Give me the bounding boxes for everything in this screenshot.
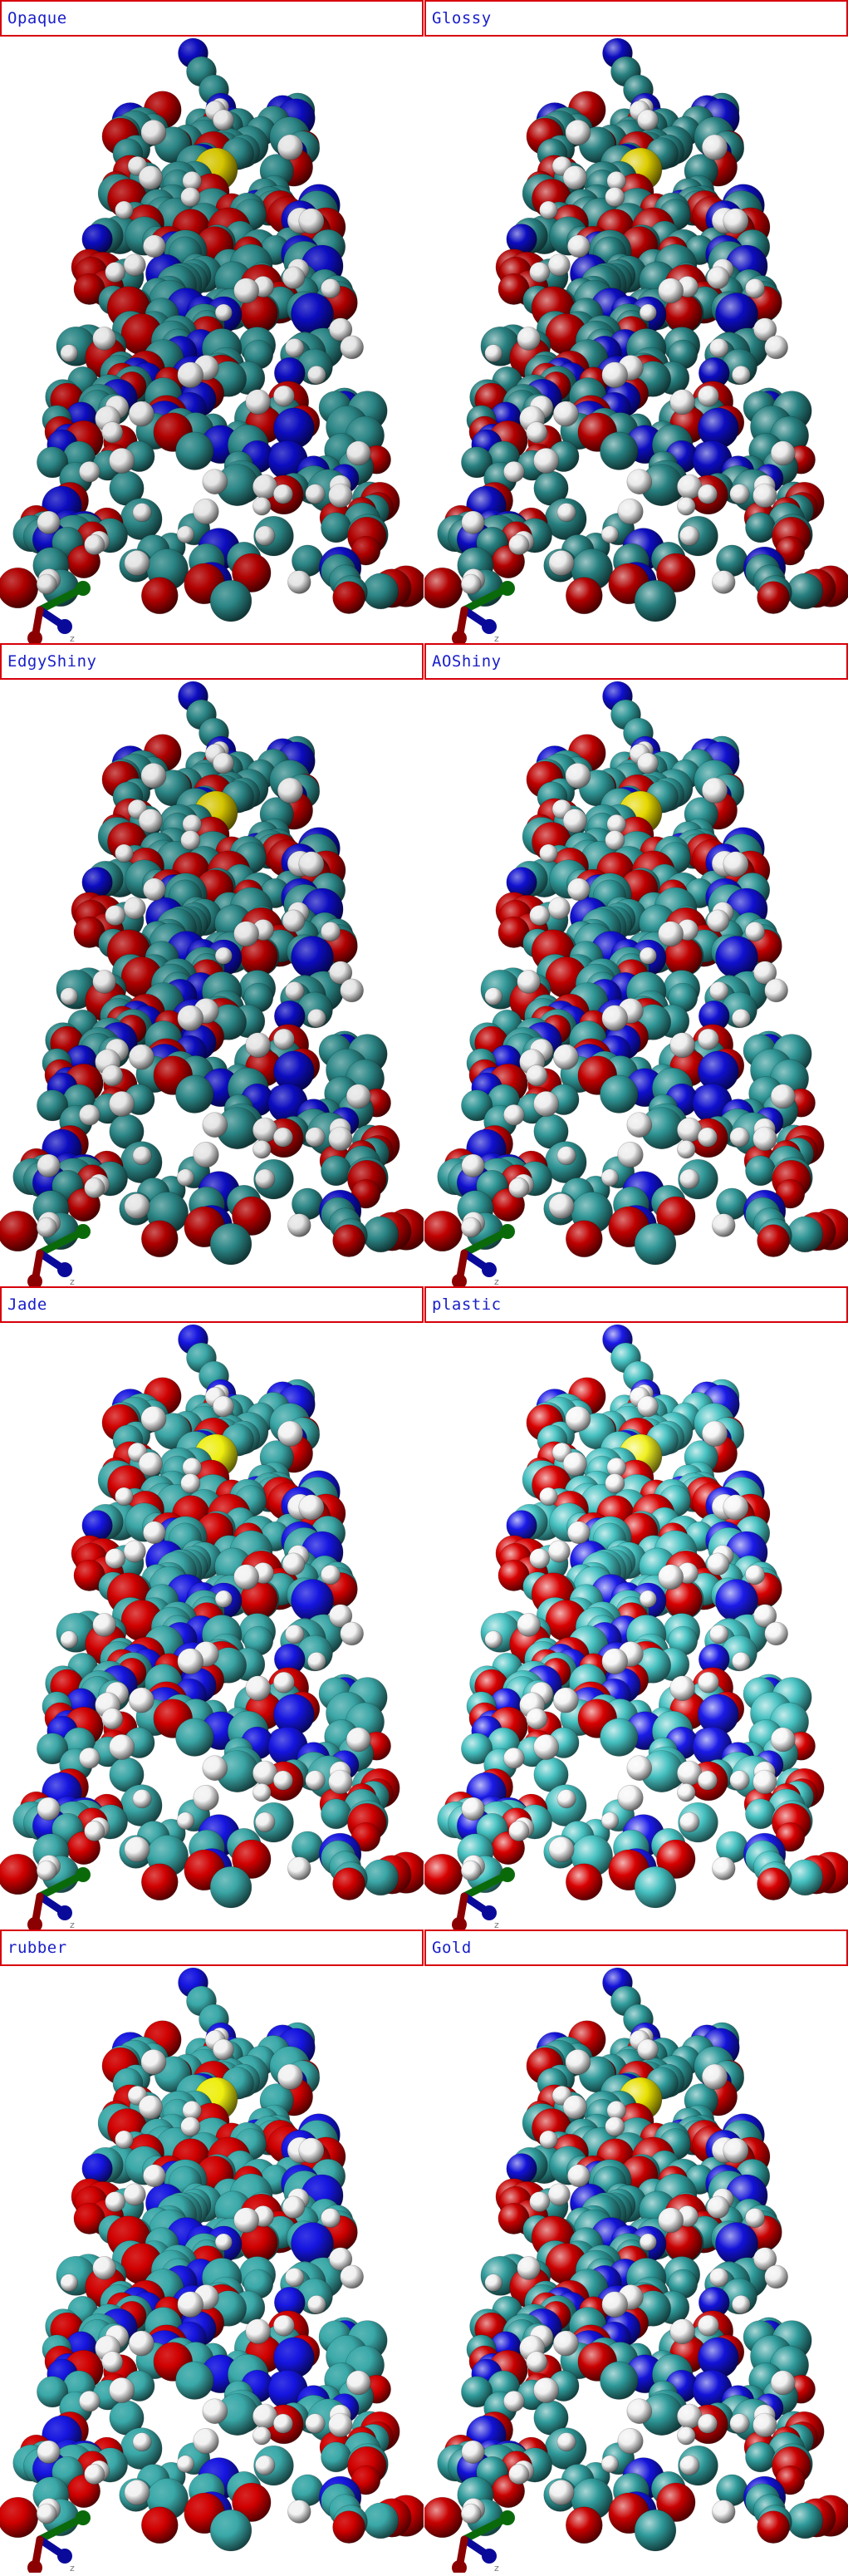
molecule-render: z — [421, 681, 848, 1289]
panel-label: EdgyShiny — [7, 652, 97, 671]
molecule-render: z — [0, 1324, 428, 1932]
atom-spheres — [421, 1967, 848, 2552]
molecule-render: z — [421, 1967, 848, 2575]
render-panel-gold: Gold z — [421, 1930, 848, 2575]
axis-y — [36, 1871, 87, 1900]
axis-z-label: z — [494, 1920, 499, 1930]
panel-label: rubber — [7, 1939, 67, 1957]
axis-triad-icon: z — [27, 1224, 91, 1289]
panel-label: Gold — [432, 1939, 472, 1957]
molecule-viewport: z — [421, 680, 848, 1289]
molecule-viewport: z — [0, 1323, 428, 1932]
panel-label: AOShiny — [432, 652, 502, 671]
axis-y — [460, 584, 512, 614]
axis-triad-icon: z — [452, 581, 515, 646]
render-panel-opaque: Opaque z — [0, 0, 428, 646]
panel-label: plastic — [432, 1295, 502, 1314]
axis-y — [36, 2514, 87, 2544]
axis-z-label: z — [494, 2563, 499, 2573]
axis-y — [36, 584, 87, 614]
atom-spheres — [421, 37, 848, 622]
axis-triad-icon: z — [27, 581, 91, 646]
panel-label-box: Opaque — [0, 0, 424, 37]
panel-label-box: Jade — [0, 1286, 424, 1323]
render-panel-rubber: rubber z — [0, 1930, 428, 2575]
molecule-viewport: z — [0, 1966, 428, 2575]
atom-spheres — [0, 37, 428, 622]
render-panel-jade: Jade z — [0, 1286, 428, 1932]
panel-label: Glossy — [432, 9, 492, 27]
render-panel-edgyshiny: EdgyShiny z — [0, 643, 428, 1289]
panel-label: Opaque — [7, 9, 67, 27]
molecule-render: z — [421, 37, 848, 646]
axis-z-label: z — [494, 1276, 499, 1286]
axis-y — [36, 1227, 87, 1257]
panel-label-box: rubber — [0, 1930, 424, 1966]
atom-spheres — [421, 1324, 848, 1909]
render-panel-plastic: plastic z — [421, 1286, 848, 1932]
molecule-render: z — [0, 37, 428, 646]
molecule-render: z — [0, 681, 428, 1289]
render-panel-aoshiny: AOShiny z — [421, 643, 848, 1289]
atom-spheres — [0, 681, 428, 1266]
axis-z-label: z — [70, 1276, 75, 1286]
molecule-render: z — [0, 1967, 428, 2575]
axis-y — [460, 1227, 512, 1257]
axis-z-label: z — [494, 633, 499, 643]
axis-triad-icon: z — [452, 1224, 515, 1289]
axis-triad-icon: z — [452, 2510, 515, 2575]
molecule-viewport: z — [421, 37, 848, 646]
axis-triad-icon: z — [27, 2510, 91, 2575]
panel-label-box: EdgyShiny — [0, 643, 424, 680]
render-panel-glossy: Glossy z — [421, 0, 848, 646]
panel-label-box: Gold — [424, 1930, 848, 1966]
axis-y — [460, 1871, 512, 1900]
panel-label: Jade — [7, 1295, 47, 1314]
atom-spheres — [421, 681, 848, 1266]
axis-z-label: z — [70, 1920, 75, 1930]
atom-spheres — [0, 1967, 428, 2552]
molecule-viewport: z — [421, 1323, 848, 1932]
molecule-viewport: z — [0, 680, 428, 1289]
axis-z-label: z — [70, 2563, 75, 2573]
molecule-render: z — [421, 1324, 848, 1932]
panel-label-box: plastic — [424, 1286, 848, 1323]
panel-label-box: AOShiny — [424, 643, 848, 680]
axis-triad-icon: z — [452, 1867, 515, 1932]
panel-label-box: Glossy — [424, 0, 848, 37]
axis-y — [460, 2514, 512, 2544]
axis-triad-icon: z — [27, 1867, 91, 1932]
molecule-viewport: z — [421, 1966, 848, 2575]
molecule-viewport: z — [0, 37, 428, 646]
axis-z-label: z — [70, 633, 75, 643]
atom-spheres — [0, 1324, 428, 1909]
